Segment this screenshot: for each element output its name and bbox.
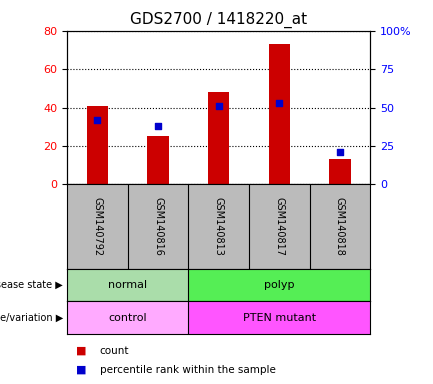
Text: ■: ■ bbox=[76, 346, 86, 356]
Point bbox=[215, 103, 222, 109]
Point bbox=[336, 149, 343, 155]
Point bbox=[94, 117, 101, 123]
Text: ■: ■ bbox=[76, 364, 86, 375]
Bar bbox=[188, 301, 370, 334]
Text: GSM140813: GSM140813 bbox=[213, 197, 224, 256]
Text: normal: normal bbox=[108, 280, 147, 290]
Text: GSM140792: GSM140792 bbox=[92, 197, 103, 256]
Text: GSM140818: GSM140818 bbox=[335, 197, 345, 256]
Title: GDS2700 / 1418220_at: GDS2700 / 1418220_at bbox=[130, 12, 307, 28]
Bar bbox=[188, 269, 370, 301]
Text: count: count bbox=[100, 346, 129, 356]
Text: control: control bbox=[108, 313, 147, 323]
Text: polyp: polyp bbox=[264, 280, 294, 290]
Bar bbox=[67, 269, 188, 301]
Point bbox=[276, 100, 283, 106]
Bar bbox=[268, 44, 290, 184]
Text: PTEN mutant: PTEN mutant bbox=[243, 313, 316, 323]
Text: genotype/variation ▶: genotype/variation ▶ bbox=[0, 313, 63, 323]
Text: disease state ▶: disease state ▶ bbox=[0, 280, 63, 290]
Bar bbox=[147, 136, 168, 184]
Text: GSM140816: GSM140816 bbox=[153, 197, 163, 256]
Bar bbox=[87, 106, 108, 184]
Point bbox=[155, 123, 162, 129]
Bar bbox=[67, 301, 188, 334]
Text: percentile rank within the sample: percentile rank within the sample bbox=[100, 364, 275, 375]
Bar bbox=[329, 159, 350, 184]
Bar bbox=[208, 92, 229, 184]
Text: GSM140817: GSM140817 bbox=[274, 197, 284, 256]
